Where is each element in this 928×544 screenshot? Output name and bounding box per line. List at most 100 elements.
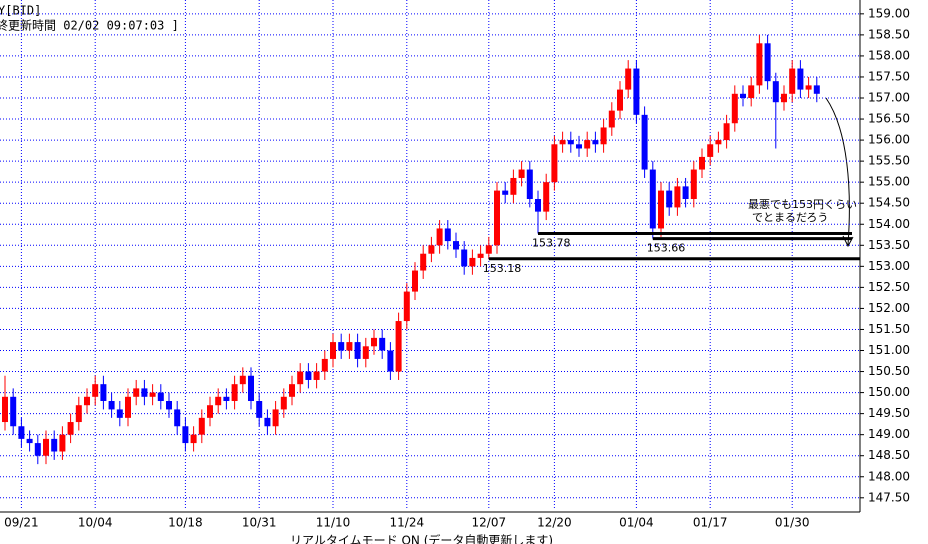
candle-body <box>748 85 755 99</box>
candle-body <box>715 140 722 145</box>
candle-body <box>362 346 369 359</box>
x-tick-label: 10/04 <box>78 516 113 530</box>
candle-body <box>485 245 492 254</box>
candle-body <box>453 241 459 250</box>
y-tick-label: 151.00 <box>868 343 910 357</box>
candle-body <box>280 396 287 410</box>
candle-body <box>526 169 533 200</box>
candle-body <box>289 384 295 397</box>
candle-body <box>608 110 615 128</box>
candle-body <box>731 93 738 124</box>
y-tick-label: 156.00 <box>868 133 910 147</box>
candle-body <box>789 68 796 94</box>
candle-body <box>477 253 484 258</box>
y-tick-label: 150.50 <box>868 364 910 378</box>
x-tick-label: 01/17 <box>693 516 728 530</box>
candle-body <box>248 375 254 402</box>
candle-body <box>215 396 222 406</box>
candle-body <box>723 123 730 141</box>
x-tick-label: 10/31 <box>242 516 277 530</box>
y-tick-label: 157.00 <box>868 91 910 105</box>
candle-body <box>330 342 336 359</box>
candle-body <box>617 89 623 111</box>
candle-body <box>198 417 205 435</box>
candle-body <box>313 371 320 380</box>
y-tick-label: 159.00 <box>868 6 910 20</box>
candle-body <box>436 228 443 246</box>
candle-body <box>231 384 238 402</box>
candle-body <box>740 93 746 99</box>
y-tick-label: 149.00 <box>868 427 910 441</box>
y-tick-label: 151.50 <box>868 322 910 336</box>
candle-body <box>633 68 640 115</box>
candle-body <box>10 396 17 427</box>
y-tick-label: 154.00 <box>868 217 910 231</box>
candle-body <box>649 169 656 229</box>
candle-body <box>207 405 213 418</box>
annotation-arrow <box>825 97 850 246</box>
candle-body <box>223 396 230 402</box>
candle-body <box>272 409 279 427</box>
candle-body <box>141 388 148 397</box>
candle-body <box>59 434 66 452</box>
candle-body <box>584 140 591 149</box>
y-tick-label: 148.50 <box>868 448 910 462</box>
candle-body <box>707 144 714 157</box>
y-tick-label: 150.00 <box>868 385 910 399</box>
x-tick-label: 11/10 <box>316 516 351 530</box>
candle-body <box>567 140 574 145</box>
candle-body <box>51 438 58 452</box>
candle-body <box>461 249 468 267</box>
y-tick-label: 156.50 <box>868 112 910 126</box>
update-time: 終更新時間 02/02 09:07:03 ] <box>0 18 179 33</box>
candle-body <box>264 417 271 427</box>
candle-body <box>518 169 525 178</box>
candle-body <box>133 388 140 397</box>
candle-body <box>84 396 90 406</box>
x-tick-label: 01/30 <box>775 516 810 530</box>
candle-body <box>67 422 74 435</box>
candle-body <box>149 392 156 397</box>
y-tick-label: 155.50 <box>868 154 910 168</box>
candle-body <box>2 396 8 423</box>
mode-status: リアルタイムモード ON (データ自動更新します) <box>290 533 553 544</box>
candle-body <box>641 114 648 170</box>
candle-body <box>75 405 82 423</box>
candle-body <box>813 85 820 94</box>
candle-body <box>444 228 451 242</box>
candle-body <box>371 337 377 347</box>
candle-body <box>256 401 263 418</box>
candle-body <box>805 85 812 90</box>
x-tick-label: 01/04 <box>619 516 654 530</box>
candle-body <box>666 190 673 208</box>
candle-body <box>625 68 632 90</box>
candle-body <box>658 190 664 229</box>
candle-body <box>387 350 394 372</box>
candle-body <box>781 93 787 103</box>
x-tick-label: 11/24 <box>390 516 425 530</box>
candle-body <box>576 144 582 149</box>
candle-body <box>756 43 763 86</box>
y-tick-label: 153.00 <box>868 259 910 273</box>
candle-body <box>321 358 328 372</box>
candle-body <box>354 342 361 359</box>
candle-body <box>100 384 107 402</box>
candle-body <box>764 43 771 82</box>
candle-body <box>600 127 607 145</box>
candle-body <box>26 438 33 444</box>
candle-body <box>125 396 131 418</box>
y-tick-label: 155.00 <box>868 175 910 189</box>
y-tick-label: 153.50 <box>868 238 910 252</box>
candle-body <box>166 401 172 410</box>
candle-body <box>346 342 353 351</box>
candle-body <box>551 144 558 183</box>
candle-body <box>469 257 476 267</box>
candle-body <box>682 186 689 200</box>
candle-body <box>674 186 681 208</box>
candle-body <box>543 182 550 212</box>
candle-body <box>182 426 189 444</box>
y-tick-label: 149.50 <box>868 406 910 420</box>
candle-body <box>190 434 197 444</box>
candle-body <box>797 68 804 90</box>
candle-body <box>420 253 427 271</box>
